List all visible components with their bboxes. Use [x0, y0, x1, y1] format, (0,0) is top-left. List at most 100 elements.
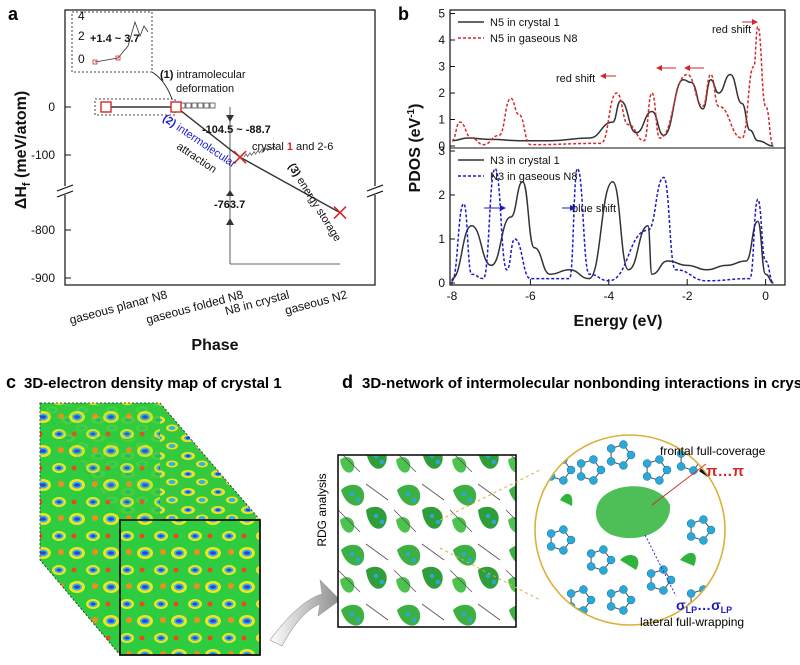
crystal-marker: [263, 147, 269, 152]
legend-bottom-0: N3 in crystal 1: [490, 155, 560, 167]
plateau-marker: [197, 102, 204, 109]
crystal-label: crystal 1 and 2-6: [252, 141, 333, 153]
plateau-marker: [209, 102, 216, 109]
crystal-marker: [255, 149, 261, 154]
ytick-bottom-label: 3: [438, 144, 445, 158]
zoom-detail: [535, 435, 725, 625]
ytick-top-label: 2: [438, 86, 445, 100]
atom: [642, 472, 652, 481]
panel-a-xcats: gaseous planar N8 gaseous folded N8 N8 i…: [68, 287, 349, 327]
plateau-marker: [185, 102, 192, 109]
xtick-label: -4: [603, 289, 614, 303]
xcat-n2: gaseous N2: [283, 287, 349, 317]
series-n3-crystal: [451, 181, 774, 284]
panel-a-series: [100, 101, 347, 220]
atom: [646, 569, 656, 578]
legend-top-0: N5 in crystal 1: [490, 17, 560, 29]
pipi-leader: [651, 463, 707, 506]
atom: [599, 545, 608, 554]
rdg-label: RDG analysis: [315, 473, 329, 546]
ytick-neg900: -900: [31, 271, 55, 285]
panel-a-ylabel: ΔHf (meV/atom): [13, 91, 33, 209]
atom: [576, 459, 586, 468]
atom: [606, 457, 616, 466]
crystal-marker: [259, 148, 265, 153]
atom: [606, 444, 616, 453]
series-n3-gaseous: [451, 167, 774, 284]
atom: [586, 562, 596, 571]
atom: [589, 476, 598, 485]
atom: [546, 542, 556, 551]
legend-top: N5 in crystal 1 N5 in gaseous N8: [458, 17, 577, 45]
panel-c: c 3D-electron density map of crystal 1: [6, 372, 341, 656]
ytick-top-label: 4: [438, 33, 445, 47]
ytick-top-label: 5: [438, 7, 445, 21]
atom: [586, 595, 596, 605]
ytick-neg800: -800: [31, 223, 55, 237]
atom: [662, 465, 672, 475]
panel-a: a 0 -100 -800 -900 ΔHf (meV/atom): [8, 4, 384, 354]
atom: [655, 455, 664, 464]
lateral-label: lateral full-wrapping: [640, 615, 744, 629]
inset-ytick-4: 4: [78, 9, 85, 23]
zoom-line-bottom: [439, 547, 541, 601]
ytick-bottom-label: 2: [438, 188, 445, 202]
atom: [566, 465, 576, 475]
cube-back: [40, 403, 160, 528]
atom: [566, 535, 576, 545]
marker-crystal: [233, 150, 247, 164]
svg-text:ΔHf (meV/atom): ΔHf (meV/atom): [13, 91, 33, 209]
panel-d-label: d: [342, 372, 353, 392]
legend-bottom-1: N3 in gaseous N8: [490, 171, 577, 183]
crystal-marker: [247, 152, 253, 157]
blue-shift: blue shift: [572, 203, 616, 215]
atom: [546, 529, 556, 538]
panel-c-label: c: [6, 372, 16, 392]
plateau-marker: [203, 102, 210, 109]
inset-ytick-0: 0: [78, 52, 85, 66]
inset-ytick-2: 2: [78, 29, 85, 43]
transition-arrow: [269, 579, 341, 647]
atom: [546, 459, 556, 468]
panel-a-label: a: [8, 4, 19, 24]
atom: [619, 461, 628, 470]
ylabel-sub: f: [21, 182, 33, 186]
ann1: (1) intramolecular: [160, 69, 246, 81]
atom: [699, 515, 708, 524]
panel-b-ylabel: PDOS (eV-1): [406, 104, 424, 193]
zoom-line-top: [439, 469, 541, 521]
atom: [626, 450, 636, 460]
marker-folded: [170, 101, 182, 113]
plateau-marker: [191, 102, 198, 109]
ytick-neg100: -100: [31, 148, 55, 162]
atom: [566, 589, 576, 598]
atom: [676, 462, 686, 471]
cube-front-face: [119, 519, 261, 656]
atom: [655, 476, 664, 485]
atom: [579, 585, 588, 594]
red-shift-2: red shift: [556, 73, 595, 85]
zoom-circle: [534, 434, 726, 626]
ytick-bottom-label: 0: [438, 276, 445, 290]
xtick-label: -2: [682, 289, 693, 303]
series-n5-gaseous: [451, 25, 775, 147]
range-label: -104.5 ~ -88.7: [202, 124, 271, 136]
panel-b-xlabel: Energy (eV): [574, 313, 663, 330]
atom: [626, 595, 636, 605]
atom: [659, 565, 668, 574]
xtick-label: -6: [525, 289, 536, 303]
ylabel-rest: (meV/atom): [13, 91, 30, 183]
atom: [686, 589, 696, 598]
atom: [619, 606, 628, 615]
atom: [646, 582, 656, 591]
ytick-0: 0: [48, 100, 55, 114]
atom: [699, 536, 708, 545]
inset-range: +1.4 ~ 3.7: [90, 33, 140, 45]
zoom-connector: [151, 71, 173, 100]
sigma-leader: [644, 534, 677, 597]
atom: [619, 440, 628, 449]
pipi-label: π…π: [706, 463, 744, 480]
rdg-map: [337, 454, 517, 628]
ylabel-main: ΔH: [13, 186, 30, 209]
